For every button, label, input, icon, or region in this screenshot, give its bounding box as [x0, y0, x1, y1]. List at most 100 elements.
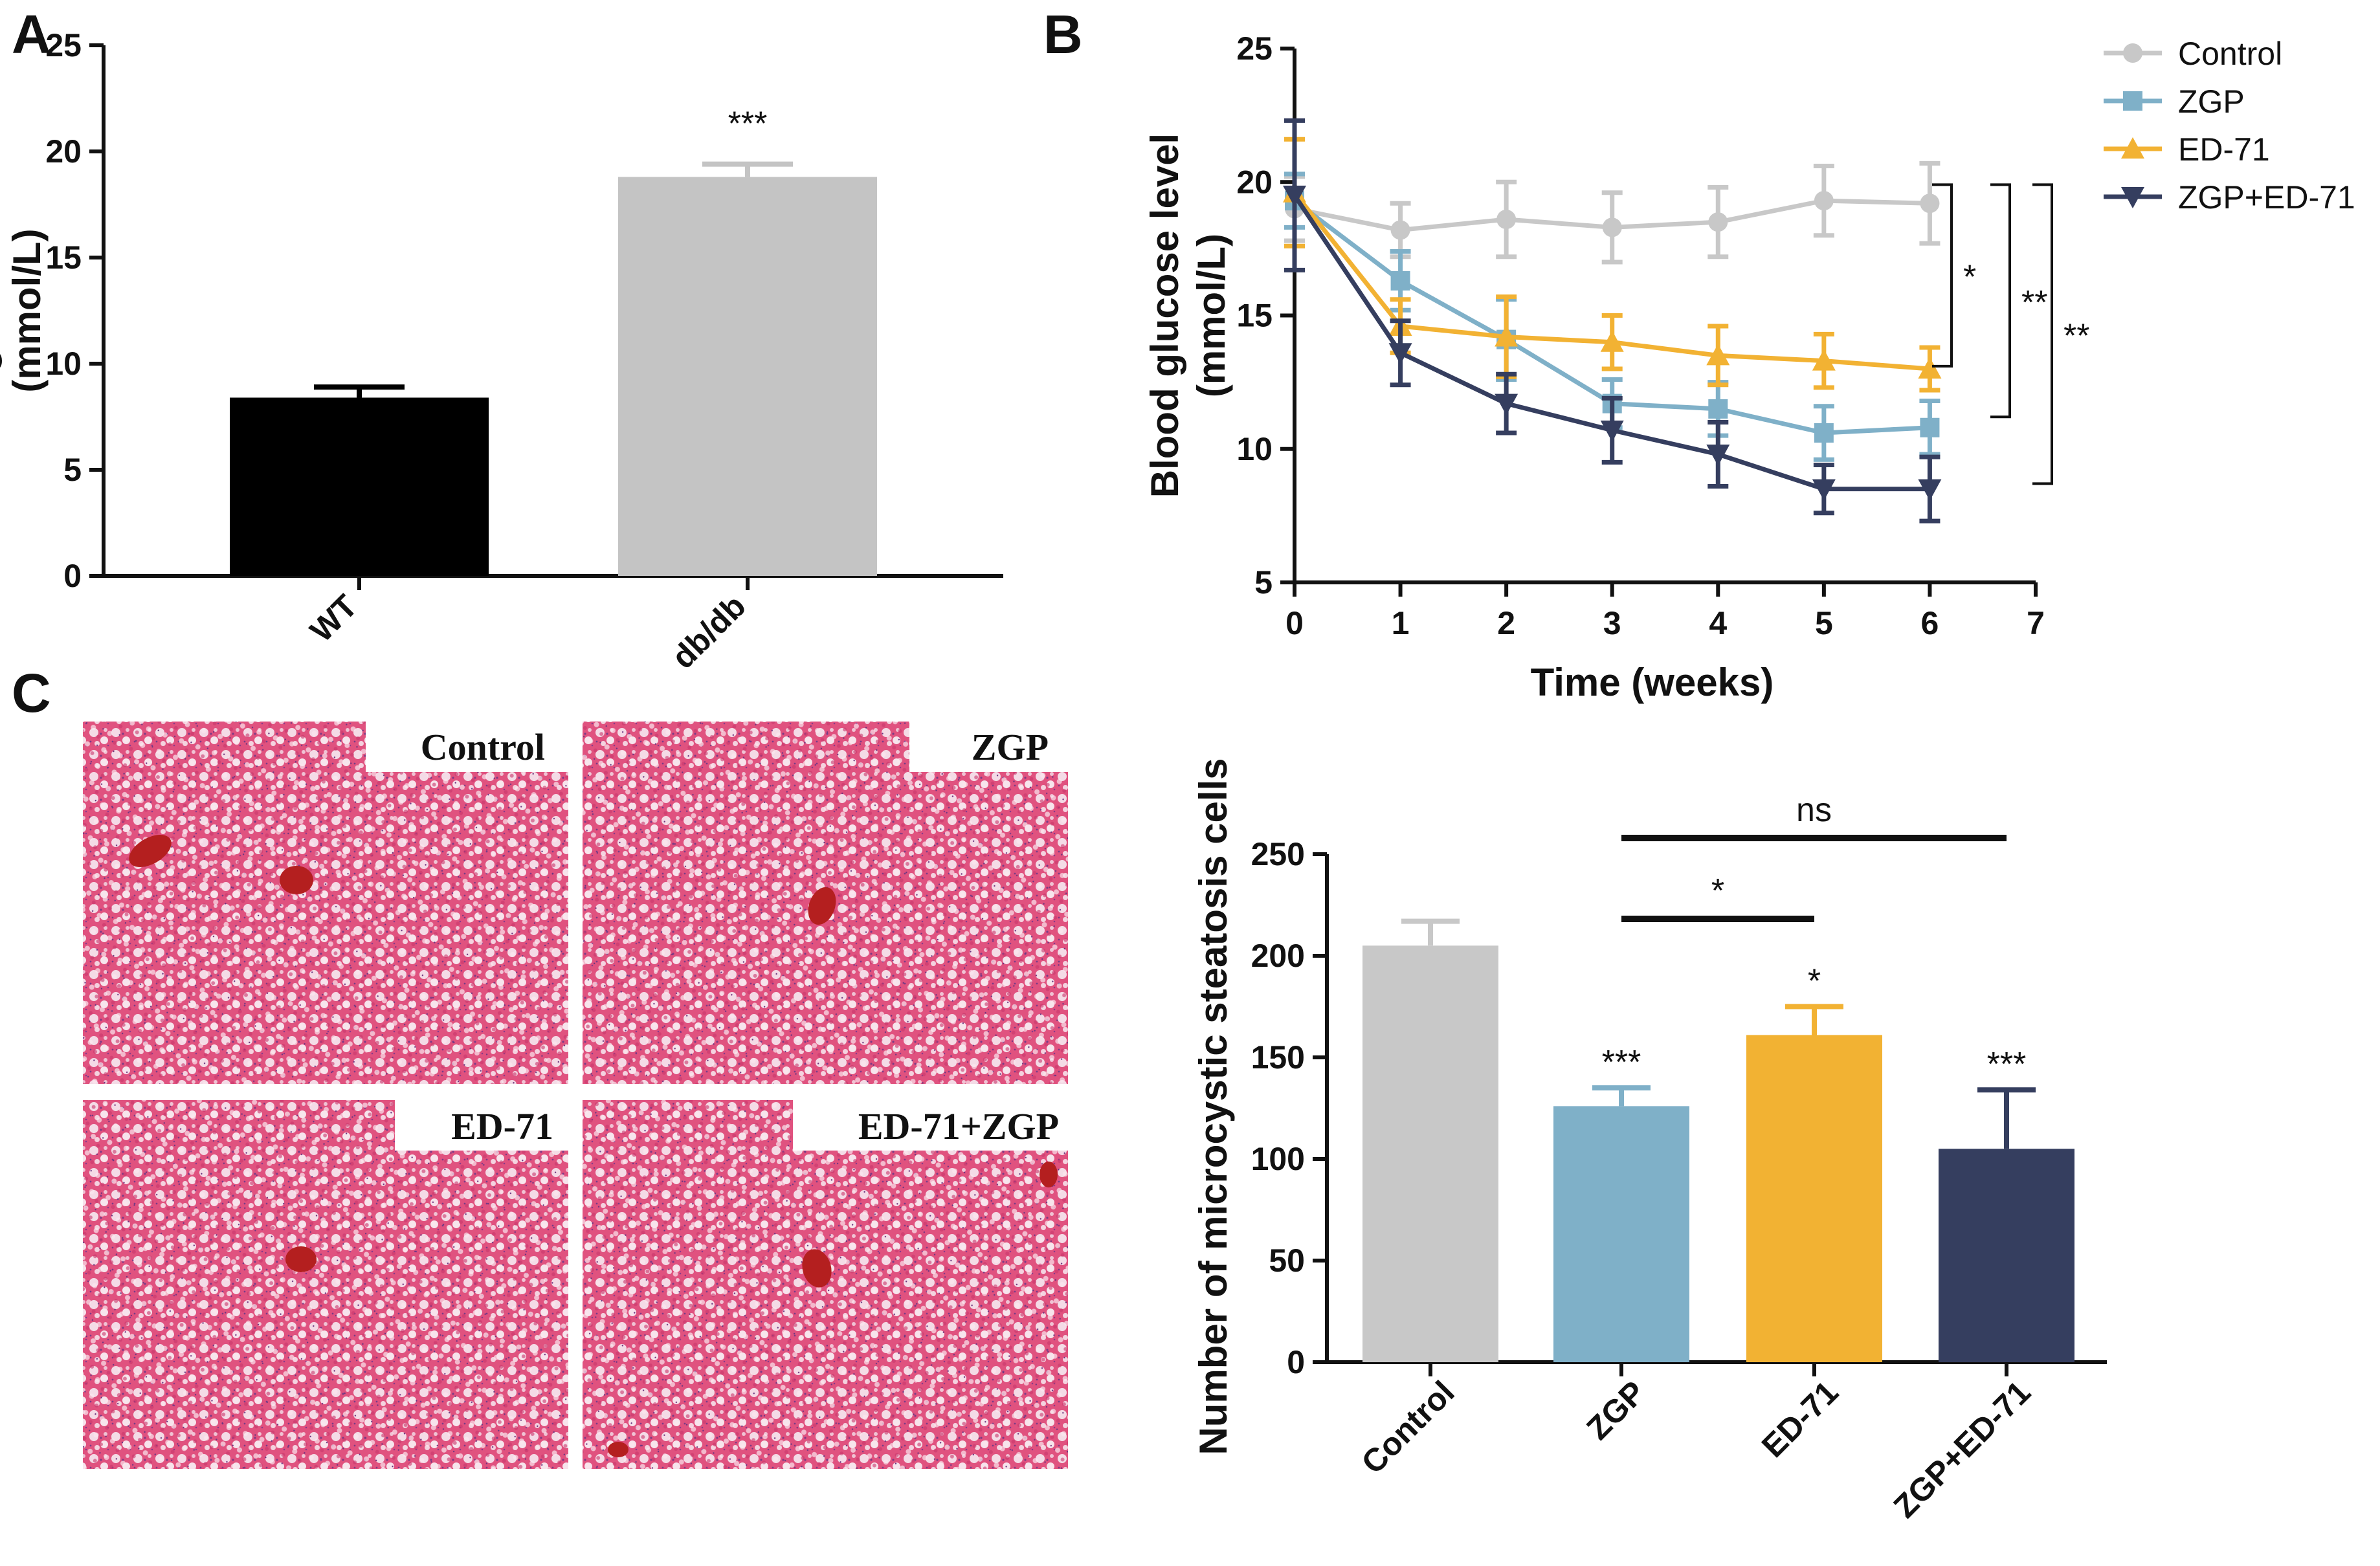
data-point	[1495, 393, 1518, 415]
x-axis-title: Time (weeks)	[1531, 661, 1774, 704]
x-tick-label: 7	[2027, 605, 2045, 641]
y-tick-label: 0	[63, 558, 82, 594]
micrograph-zgp-label: ZGP	[972, 726, 1049, 768]
significance-label: ***	[1987, 1046, 2027, 1083]
panel-c-letter: C	[12, 663, 51, 723]
data-point	[1388, 343, 1412, 365]
micrograph-ed71: ED-71	[83, 1100, 568, 1469]
y-axis-title-line: (mmol/L)	[1190, 234, 1233, 397]
data-point	[1920, 417, 1940, 437]
data-point	[1390, 220, 1410, 240]
significance-bracket	[1932, 183, 1953, 368]
legend-marker	[2123, 91, 2142, 111]
significance-label: ***	[728, 105, 768, 143]
micrograph-zgp: ZGP	[583, 722, 1068, 1084]
data-point	[1918, 357, 1942, 379]
x-tick-label: Control	[1355, 1374, 1462, 1481]
x-tick-label: 3	[1603, 605, 1621, 641]
y-axis-title: Blood glucose level(mmol/L)	[0, 128, 49, 492]
chart-b: 5 10 15 20 25 0 1 2 3 4 5 6 7 Time (weeks) Blood gluco…	[1143, 30, 2355, 704]
x-tick-label: 2	[1497, 605, 1515, 641]
y-axis-title-line: Blood glucose level	[1143, 133, 1186, 498]
data-point	[1706, 344, 1730, 366]
chart-a: 0 5 10 15 20 25 WT db/db *** Blood glucose level(…	[0, 27, 1003, 676]
y-tick-label: 5	[63, 452, 82, 488]
y-tick-label: 15	[1236, 298, 1273, 334]
legend-label: Control	[2178, 36, 2282, 72]
significance-label: ***	[1602, 1044, 1641, 1081]
data-point	[1812, 479, 1836, 501]
y-tick-label: 20	[1236, 164, 1273, 200]
series-ZGP+ED-71	[1283, 118, 1942, 524]
x-tick-label: db/db	[665, 588, 753, 676]
x-tick-label: 0	[1285, 605, 1304, 641]
micrograph-control: Control	[83, 722, 568, 1084]
panel-a-letter: A	[12, 4, 51, 65]
data-point	[1602, 217, 1622, 237]
y-axis-title-line: (mmol/L)	[5, 228, 49, 392]
data-point	[1496, 210, 1517, 229]
y-tick-label: 10	[45, 346, 82, 382]
x-tick-label: 5	[1815, 605, 1833, 641]
panel-b-letter: B	[1043, 4, 1083, 65]
bracket-label: **	[2021, 284, 2047, 322]
series-Control	[1284, 160, 1941, 265]
legend: Control ZGP ED-71 ZGP+ED-71	[2104, 36, 2355, 215]
data-point	[1920, 193, 1940, 214]
y-tick-label: 10	[1236, 431, 1273, 467]
micrograph-ed71-zgp-label: ED-71+ZGP	[858, 1105, 1059, 1147]
bar-ZGP+ED-71	[1939, 1149, 2074, 1362]
x-tick-label: 4	[1709, 605, 1727, 641]
legend-label: ED-71	[2178, 131, 2270, 168]
micrograph-ed71-zgp: ED-71+ZGP	[583, 1100, 1068, 1469]
bar-ZGP	[1553, 1106, 1689, 1362]
bracket-label: **	[2063, 317, 2089, 355]
legend-marker	[2121, 137, 2144, 159]
significance-bracket	[2032, 183, 2053, 485]
y-axis-title-line: Blood glucose level	[0, 128, 2, 492]
x-tick-label: 1	[1392, 605, 1410, 641]
data-point	[1283, 185, 1306, 207]
y-tick-label: 15	[45, 239, 82, 276]
data-point	[1390, 270, 1410, 291]
y-tick-label: 200	[1251, 938, 1305, 974]
x-tick-label: ED-71	[1755, 1374, 1845, 1464]
data-point	[1814, 423, 1834, 443]
comparison-label: *	[1711, 872, 1724, 910]
data-point	[1708, 399, 1728, 419]
micrograph-control-label: Control	[421, 726, 545, 768]
y-tick-label: 50	[1269, 1242, 1305, 1279]
y-tick-label: 20	[45, 133, 82, 170]
x-tick-label: WT	[303, 588, 364, 649]
bar-WT	[230, 397, 489, 576]
data-point	[1600, 330, 1624, 352]
chart-c: 0 50 100 150 200 250 Control ZGP *** ED-71 * ZGP+ED…	[1192, 758, 2107, 1525]
data-point	[1814, 191, 1834, 211]
x-tick-label: 6	[1921, 605, 1939, 641]
data-point	[1708, 212, 1728, 232]
bar-Control	[1362, 945, 1498, 1362]
y-tick-label: 25	[1236, 30, 1273, 67]
micrograph-grid: Control ZGP ED-71 ED-71+ZGP	[83, 722, 1068, 1469]
data-point	[1495, 325, 1518, 347]
y-tick-label: 100	[1251, 1141, 1305, 1177]
legend-label: ZGP	[2178, 83, 2245, 120]
y-tick-label: 150	[1251, 1039, 1305, 1075]
micrograph-ed71-label: ED-71	[451, 1105, 553, 1147]
data-point	[1600, 420, 1624, 442]
comparison-label: ns	[1796, 791, 1832, 829]
legend-marker	[2123, 43, 2142, 63]
y-tick-label: 0	[1287, 1344, 1305, 1380]
y-axis-title: Number of microcystic steatosis cells	[1192, 758, 1235, 1455]
y-tick-label: 250	[1251, 836, 1305, 872]
data-point	[1706, 445, 1730, 466]
data-point	[1918, 479, 1942, 501]
significance-bracket	[1990, 183, 2011, 419]
bar-db/db	[618, 177, 877, 576]
legend-marker	[2121, 187, 2144, 208]
y-axis-title: Blood glucose level(mmol/L)	[1143, 133, 1233, 498]
x-tick-label: ZGP+ED-71	[1887, 1374, 2038, 1525]
bar-ED-71	[1746, 1035, 1882, 1362]
significance-label: *	[1808, 963, 1821, 1000]
